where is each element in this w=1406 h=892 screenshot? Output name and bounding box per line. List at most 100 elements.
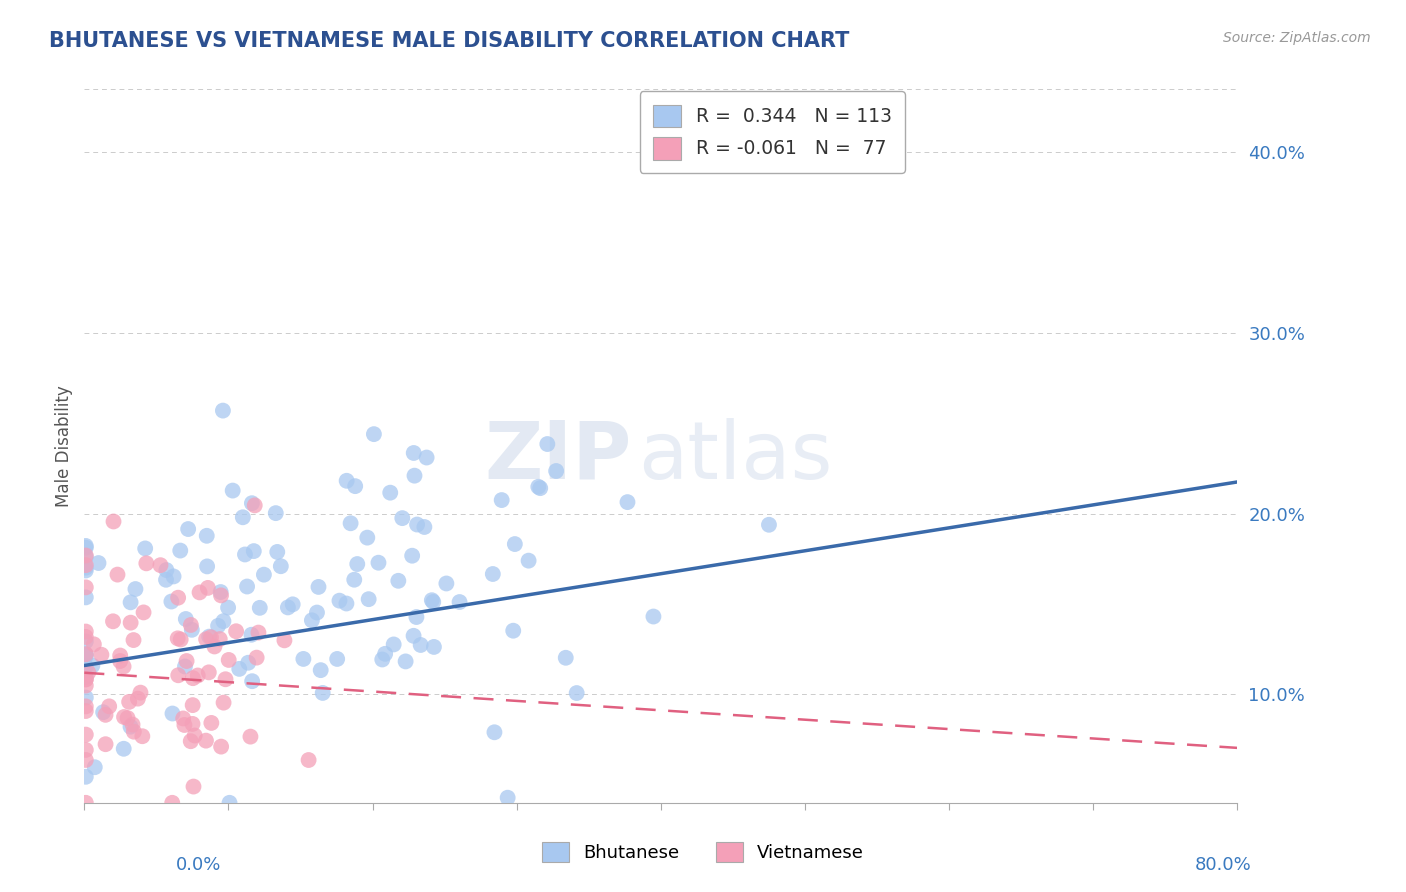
Point bbox=[209, 739, 232, 754]
Point bbox=[173, 718, 195, 732]
Point bbox=[301, 613, 323, 627]
Point bbox=[266, 545, 288, 559]
Point bbox=[197, 581, 219, 595]
Point bbox=[344, 479, 367, 493]
Point bbox=[101, 615, 124, 629]
Text: BHUTANESE VS VIETNAMESE MALE DISABILITY CORRELATION CHART: BHUTANESE VS VIETNAMESE MALE DISABILITY … bbox=[49, 31, 849, 51]
Point bbox=[343, 573, 366, 587]
Point bbox=[83, 637, 105, 651]
Point bbox=[207, 619, 229, 633]
Point bbox=[183, 780, 205, 794]
Point bbox=[108, 654, 131, 668]
Point bbox=[75, 673, 97, 687]
Point bbox=[75, 753, 97, 767]
Point bbox=[129, 685, 152, 699]
Point bbox=[75, 630, 97, 644]
Point bbox=[367, 556, 389, 570]
Point bbox=[281, 598, 304, 612]
Text: ZIP: ZIP bbox=[485, 417, 633, 496]
Point bbox=[277, 600, 299, 615]
Point bbox=[309, 663, 332, 677]
Point bbox=[247, 625, 270, 640]
Point bbox=[169, 632, 191, 647]
Point bbox=[374, 647, 396, 661]
Point bbox=[75, 670, 97, 684]
Point bbox=[758, 517, 780, 532]
Point bbox=[188, 585, 211, 599]
Point bbox=[356, 531, 378, 545]
Point bbox=[346, 557, 368, 571]
Point bbox=[240, 674, 263, 689]
Point bbox=[208, 632, 231, 646]
Point bbox=[328, 593, 350, 607]
Point bbox=[75, 541, 97, 555]
Point bbox=[200, 630, 222, 644]
Point bbox=[174, 612, 197, 626]
Point bbox=[75, 743, 97, 757]
Point bbox=[225, 624, 247, 639]
Point bbox=[292, 652, 315, 666]
Point bbox=[449, 595, 471, 609]
Point bbox=[187, 668, 209, 682]
Point bbox=[218, 653, 240, 667]
Point bbox=[273, 633, 295, 648]
Point bbox=[162, 796, 184, 810]
Point bbox=[502, 624, 524, 638]
Point bbox=[565, 686, 588, 700]
Point bbox=[75, 558, 97, 573]
Point bbox=[75, 659, 97, 673]
Point bbox=[75, 649, 97, 664]
Point bbox=[195, 529, 218, 543]
Point bbox=[75, 648, 97, 662]
Point bbox=[243, 499, 266, 513]
Point bbox=[233, 548, 256, 562]
Point bbox=[198, 665, 221, 680]
Point bbox=[312, 686, 335, 700]
Text: atlas: atlas bbox=[638, 417, 832, 496]
Point bbox=[212, 696, 235, 710]
Point bbox=[103, 515, 125, 529]
Point bbox=[112, 710, 135, 724]
Point bbox=[177, 522, 200, 536]
Point bbox=[401, 549, 423, 563]
Point bbox=[75, 549, 97, 563]
Point bbox=[212, 403, 235, 417]
Text: 0.0%: 0.0% bbox=[176, 856, 221, 874]
Point bbox=[75, 704, 97, 718]
Text: Source: ZipAtlas.com: Source: ZipAtlas.com bbox=[1223, 31, 1371, 45]
Point bbox=[422, 595, 444, 609]
Point bbox=[90, 648, 112, 662]
Point bbox=[75, 634, 97, 648]
Point bbox=[75, 679, 97, 693]
Point bbox=[363, 427, 385, 442]
Point bbox=[75, 560, 97, 574]
Point bbox=[117, 711, 139, 725]
Point bbox=[249, 600, 271, 615]
Point bbox=[83, 760, 105, 774]
Point bbox=[149, 558, 172, 573]
Point bbox=[380, 485, 402, 500]
Point bbox=[413, 520, 436, 534]
Point bbox=[239, 730, 262, 744]
Point bbox=[217, 600, 239, 615]
Y-axis label: Male Disability: Male Disability bbox=[55, 385, 73, 507]
Point bbox=[121, 717, 143, 731]
Point bbox=[420, 593, 443, 607]
Point bbox=[180, 734, 202, 748]
Point bbox=[529, 481, 551, 495]
Point bbox=[75, 770, 97, 784]
Point bbox=[166, 632, 188, 646]
Point bbox=[434, 576, 457, 591]
Point bbox=[394, 654, 416, 668]
Point bbox=[554, 650, 576, 665]
Point bbox=[264, 506, 287, 520]
Point bbox=[270, 559, 292, 574]
Point bbox=[214, 672, 236, 686]
Point bbox=[517, 554, 540, 568]
Point bbox=[75, 672, 97, 686]
Point bbox=[174, 659, 197, 673]
Point bbox=[326, 652, 349, 666]
Text: 80.0%: 80.0% bbox=[1195, 856, 1251, 874]
Point bbox=[124, 582, 146, 596]
Point bbox=[75, 539, 97, 553]
